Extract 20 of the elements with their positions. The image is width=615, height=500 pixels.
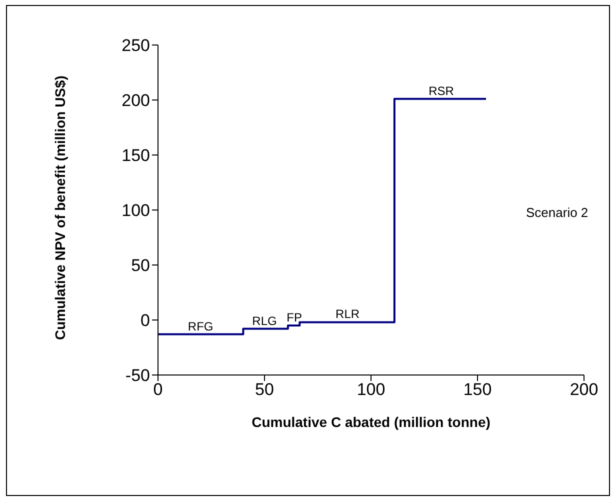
annotation: RLR <box>336 307 360 322</box>
x-tick-label: 200 <box>570 380 598 400</box>
annotation: RLG <box>252 314 277 328</box>
annotation: Scenario 2 <box>526 205 588 220</box>
annotation: FP <box>286 310 302 324</box>
x-axis-title: Cumulative C abated (million tonne) <box>252 414 490 430</box>
x-tick-label: 0 <box>153 380 163 400</box>
y-tick-label: 150 <box>122 146 150 166</box>
x-tick-label: 50 <box>255 380 274 400</box>
y-tick-label: 0 <box>140 311 150 330</box>
x-tick-label: 150 <box>463 380 492 400</box>
y-axis-title: Cumulative NPV of benefit (million US$) <box>52 76 68 340</box>
y-tick-label: 100 <box>122 201 150 220</box>
annotation: RFG <box>188 319 214 334</box>
y-tick-label: 200 <box>122 91 150 110</box>
annotation: RSR <box>428 84 454 98</box>
y-tick-label: 250 <box>122 36 150 56</box>
x-tick-label: 100 <box>356 380 386 400</box>
y-tick-label: -50 <box>125 366 150 386</box>
y-tick-label: 50 <box>131 256 150 276</box>
